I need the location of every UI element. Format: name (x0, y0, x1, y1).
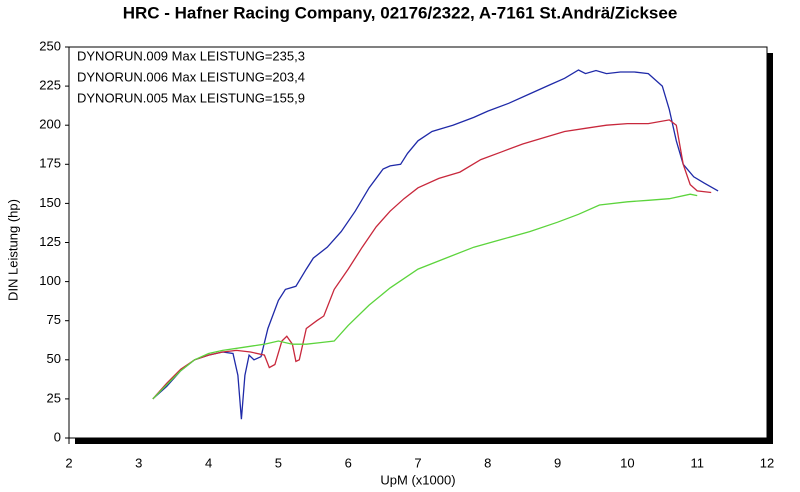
x-tick-label: 11 (690, 455, 704, 470)
y-tick-label: 175 (39, 156, 61, 171)
y-tick-label: 125 (39, 234, 61, 249)
legend-entry: DYNORUN.005 Max LEISTUNG=155,9 (77, 90, 305, 105)
y-tick-label: 100 (39, 273, 61, 288)
x-axis-label: UpM (x1000) (380, 472, 455, 487)
y-tick-label: 75 (47, 312, 61, 327)
x-tick-label: 5 (275, 455, 282, 470)
legend-entry: DYNORUN.009 Max LEISTUNG=235,3 (77, 48, 305, 63)
series-line (152, 193, 698, 400)
y-tick-label: 25 (47, 390, 61, 405)
y-tick-label: 250 (39, 38, 61, 53)
plot-frame (68, 46, 768, 439)
series-line (152, 69, 719, 420)
y-axis-label: DIN Leistung (hp) (5, 199, 20, 301)
y-tick-label: 50 (47, 351, 61, 366)
series-line (152, 119, 712, 400)
x-tick-label: 9 (554, 455, 561, 470)
y-tick-label: 200 (39, 117, 61, 132)
x-tick-label: 7 (414, 455, 421, 470)
x-tick-label: 8 (484, 455, 491, 470)
x-tick-label: 12 (760, 455, 774, 470)
x-tick-label: 3 (135, 455, 142, 470)
legend-entry: DYNORUN.006 Max LEISTUNG=203,4 (77, 69, 305, 84)
x-tick-label: 6 (345, 455, 352, 470)
x-tick-label: 10 (620, 455, 634, 470)
y-tick-label: 0 (54, 429, 61, 444)
y-tick-label: 150 (39, 195, 61, 210)
chart-title: HRC - Hafner Racing Company, 02176/2322,… (123, 3, 678, 22)
x-tick-label: 4 (205, 455, 212, 470)
y-tick-label: 225 (39, 78, 61, 93)
x-tick-label: 2 (65, 455, 72, 470)
